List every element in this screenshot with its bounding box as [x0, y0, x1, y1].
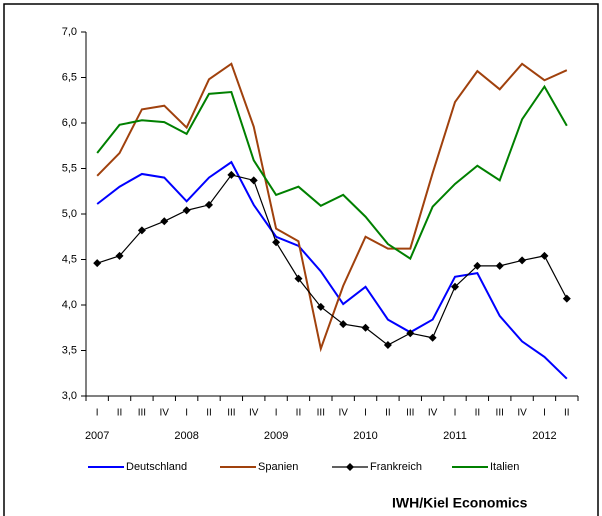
x-tick-label: III	[227, 408, 235, 419]
y-tick-label: 6,5	[62, 71, 77, 83]
marker	[361, 323, 370, 332]
marker	[294, 274, 303, 283]
x-tick-label: II	[385, 408, 391, 419]
marker	[316, 302, 325, 311]
x-tick-label: II	[296, 408, 302, 419]
marker	[495, 261, 504, 270]
marker	[137, 226, 146, 235]
x-tick-label: I	[275, 408, 278, 419]
marker	[115, 251, 124, 260]
marker	[406, 329, 415, 338]
series-line	[96, 62, 568, 353]
year-label: 2010	[353, 430, 377, 442]
marker	[518, 256, 527, 265]
year-label: 2009	[264, 430, 288, 442]
x-tick-label: III	[138, 408, 146, 419]
legend-marker	[346, 463, 354, 471]
x-tick-label: III	[406, 408, 414, 419]
legend-label: Spanien	[258, 461, 298, 473]
y-tick-label: 5,0	[62, 208, 77, 220]
x-tick-label: III	[496, 408, 504, 419]
marker	[93, 259, 102, 268]
marker	[339, 320, 348, 329]
x-tick-label: II	[564, 408, 570, 419]
x-tick-label: III	[317, 408, 325, 419]
marker	[182, 206, 191, 215]
marker	[451, 282, 459, 291]
x-tick-label: IV	[517, 408, 527, 419]
x-tick-label: I	[185, 408, 188, 419]
x-tick-label: I	[96, 408, 99, 419]
year-label: 2012	[532, 430, 556, 442]
x-tick-label: I	[454, 408, 457, 419]
y-tick-label: 3,5	[62, 344, 77, 356]
series-line	[96, 174, 568, 346]
x-tick-label: I	[364, 408, 367, 419]
marker	[428, 333, 437, 342]
x-tick-label: IV	[160, 408, 170, 419]
marker	[249, 176, 258, 185]
frame	[3, 3, 599, 516]
y-tick-label: 7,0	[62, 26, 77, 38]
marker	[562, 294, 571, 303]
marker	[272, 238, 281, 247]
year-label: 2007	[85, 430, 109, 442]
marker	[227, 170, 236, 179]
x-tick-label: II	[117, 408, 123, 419]
x-tick-label: IV	[338, 408, 348, 419]
year-label: 2008	[174, 430, 198, 442]
x-tick-label: IV	[428, 408, 438, 419]
marker	[383, 341, 392, 350]
x-tick-label: II	[475, 408, 481, 419]
legend-label: Frankreich	[370, 461, 422, 473]
legend-label: Deutschland	[126, 461, 187, 473]
marker	[540, 251, 549, 260]
x-tick-label: I	[543, 408, 546, 419]
marker	[160, 217, 169, 226]
legend-label: Italien	[490, 461, 519, 473]
y-tick-label: 4,0	[62, 299, 77, 311]
source: IWH/Kiel Economics	[392, 495, 528, 511]
series-line	[96, 160, 568, 380]
y-tick-label: 4,5	[62, 253, 77, 265]
marker	[205, 200, 213, 209]
x-tick-label: II	[206, 408, 212, 419]
x-tick-label: IV	[249, 408, 259, 419]
y-tick-label: 3,0	[62, 390, 77, 402]
y-tick-label: 5,5	[62, 162, 77, 174]
y-tick-label: 6,0	[62, 117, 77, 129]
series-line	[96, 84, 568, 261]
marker	[473, 261, 482, 270]
year-label: 2011	[443, 430, 467, 442]
